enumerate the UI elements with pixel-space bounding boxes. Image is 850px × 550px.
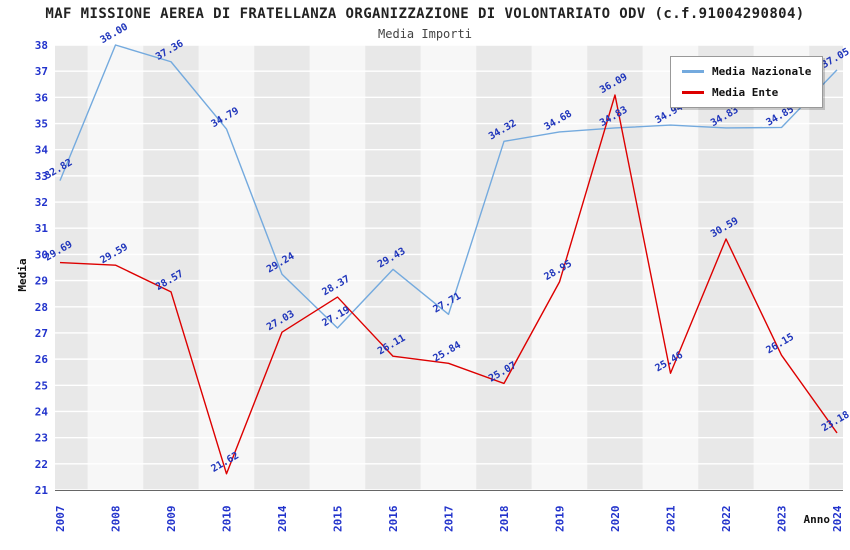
plot-band	[753, 45, 810, 490]
y-tick-label: 31	[35, 222, 49, 235]
x-tick-label: 2023	[776, 506, 789, 533]
chart-subtitle: Media Importi	[378, 27, 472, 41]
plot-band	[642, 45, 699, 490]
plot-band	[420, 45, 477, 490]
x-tick-label: 2021	[665, 505, 678, 532]
y-tick-label: 33	[35, 170, 48, 183]
plot-band	[55, 45, 88, 490]
x-tick-label: 2016	[387, 505, 400, 532]
y-tick-label: 30	[35, 248, 48, 261]
y-tick-label: 37	[35, 65, 48, 78]
x-axis-title: Anno	[804, 513, 831, 526]
legend-item-1: Media Ente	[682, 86, 811, 99]
x-tick-label: 2010	[221, 506, 234, 533]
x-tick-label: 2018	[498, 506, 511, 533]
tick-labels: 21 22 23 24 25 26 27 28 29 30 31 32 33 34 35 36 37 38 2007…	[35, 39, 844, 532]
series-line-0	[59, 44, 838, 329]
y-tick-label: 22	[35, 458, 48, 471]
legend-label: Media Ente	[712, 86, 779, 99]
plot-band	[365, 45, 421, 490]
legend-line-swatch	[682, 70, 704, 73]
value-label: 38.00	[98, 22, 130, 47]
plot-band	[531, 45, 588, 490]
y-tick-label: 34	[35, 144, 49, 157]
plot-band	[698, 45, 754, 490]
legend-line-swatch	[682, 91, 704, 94]
plot-band	[809, 45, 843, 490]
plot-band	[143, 45, 199, 490]
y-tick-label: 23	[35, 432, 48, 445]
series-line-1	[59, 94, 838, 475]
x-tick-label: 2009	[165, 506, 178, 533]
series-lines	[59, 44, 838, 475]
legend: Media Nazionale Media Ente	[670, 56, 824, 108]
y-tick-label: 38	[35, 39, 48, 52]
x-tick-label: 2020	[609, 506, 622, 533]
x-tick-label: 2019	[554, 506, 567, 533]
x-tick-label: 2015	[332, 506, 345, 533]
y-tick-label: 28	[35, 301, 48, 314]
y-tick-label: 24	[35, 405, 49, 418]
x-tick-label: 2022	[720, 506, 733, 533]
x-tick-label: 2024	[831, 505, 844, 532]
legend-label: Media Nazionale	[712, 65, 812, 78]
plot-band	[198, 45, 255, 490]
plot-band	[587, 45, 643, 490]
plot-bands	[55, 45, 843, 490]
y-tick-label: 21	[35, 484, 49, 497]
y-tick-label: 27	[35, 327, 48, 340]
y-tick-label: 26	[35, 353, 49, 366]
plot-band	[87, 45, 144, 490]
x-tick-label: 2008	[110, 506, 123, 533]
y-axis-title: Media	[16, 258, 29, 291]
chart-title: MAF MISSIONE AEREA DI FRATELLANZA ORGANI…	[45, 6, 805, 22]
x-tick-label: 2017	[443, 506, 456, 533]
x-tick-label: 2007	[54, 506, 67, 533]
y-tick-label: 32	[35, 196, 48, 209]
plot-band	[476, 45, 532, 490]
y-tick-label: 35	[35, 118, 48, 131]
x-tick-label: 2014	[276, 505, 289, 532]
y-tick-label: 25	[35, 379, 48, 392]
legend-item-0: Media Nazionale	[682, 65, 811, 78]
plot-band	[254, 45, 310, 490]
plot-band	[309, 45, 366, 490]
y-tick-label: 29	[35, 275, 48, 288]
y-tick-label: 36	[35, 91, 49, 104]
